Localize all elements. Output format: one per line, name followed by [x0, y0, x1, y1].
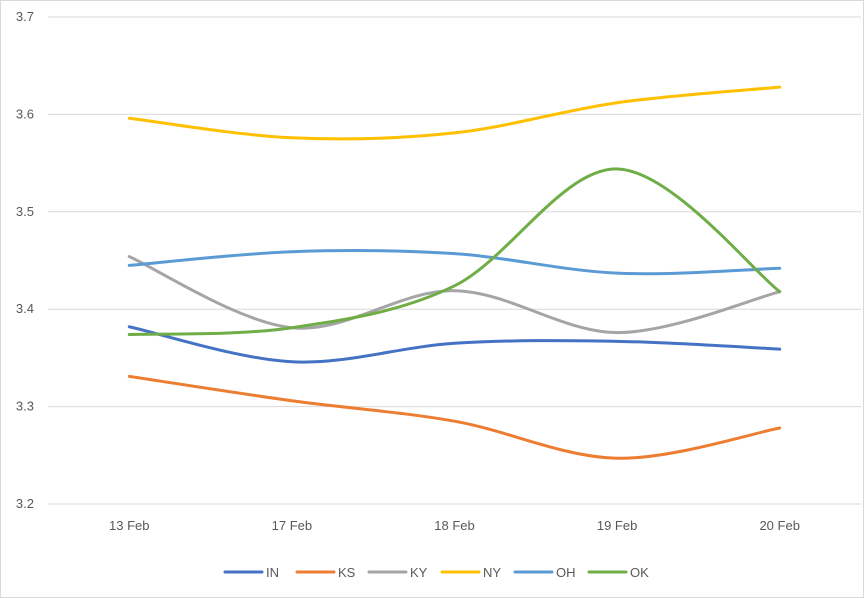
legend-item-ny: NY: [440, 565, 501, 580]
series-line-oh: [127, 249, 782, 276]
series-line-in: [127, 325, 782, 364]
legend-item-oh: OH: [513, 565, 576, 580]
y-tick-label: 3.6: [16, 106, 34, 121]
y-axis-ticks: 3.2 3.3 3.4 3.5 3.6 3.7: [16, 9, 34, 511]
legend-label: NY: [483, 565, 501, 580]
x-tick-label: 13 Feb: [109, 518, 149, 533]
legend-label: OH: [556, 565, 576, 580]
y-tick-label: 3.4: [16, 301, 34, 316]
x-tick-label: 18 Feb: [434, 518, 474, 533]
x-tick-label: 19 Feb: [597, 518, 637, 533]
y-tick-label: 3.2: [16, 496, 34, 511]
x-tick-label: 20 Feb: [759, 518, 799, 533]
gridlines: [48, 16, 861, 505]
legend-item-ks: KS: [295, 565, 356, 580]
y-tick-label: 3.3: [16, 399, 34, 414]
legend: IN KS KY NY OH OK: [223, 565, 649, 580]
legend-label: KY: [410, 565, 428, 580]
x-tick-label: 17 Feb: [272, 518, 312, 533]
series-line-ny: [127, 85, 782, 141]
series-lines: [127, 85, 782, 460]
legend-label: KS: [338, 565, 356, 580]
x-axis-ticks: 13 Feb 17 Feb 18 Feb 19 Feb 20 Feb: [109, 518, 800, 533]
series-line-ky: [127, 255, 782, 335]
y-tick-label: 3.5: [16, 204, 34, 219]
y-tick-label: 3.7: [16, 9, 34, 24]
series-line-ks: [127, 374, 782, 460]
legend-item-ok: OK: [587, 565, 649, 580]
series-line-ok: [127, 167, 782, 337]
legend-item-ky: KY: [367, 565, 428, 580]
legend-item-in: IN: [223, 565, 279, 580]
legend-label: IN: [266, 565, 279, 580]
legend-label: OK: [630, 565, 649, 580]
